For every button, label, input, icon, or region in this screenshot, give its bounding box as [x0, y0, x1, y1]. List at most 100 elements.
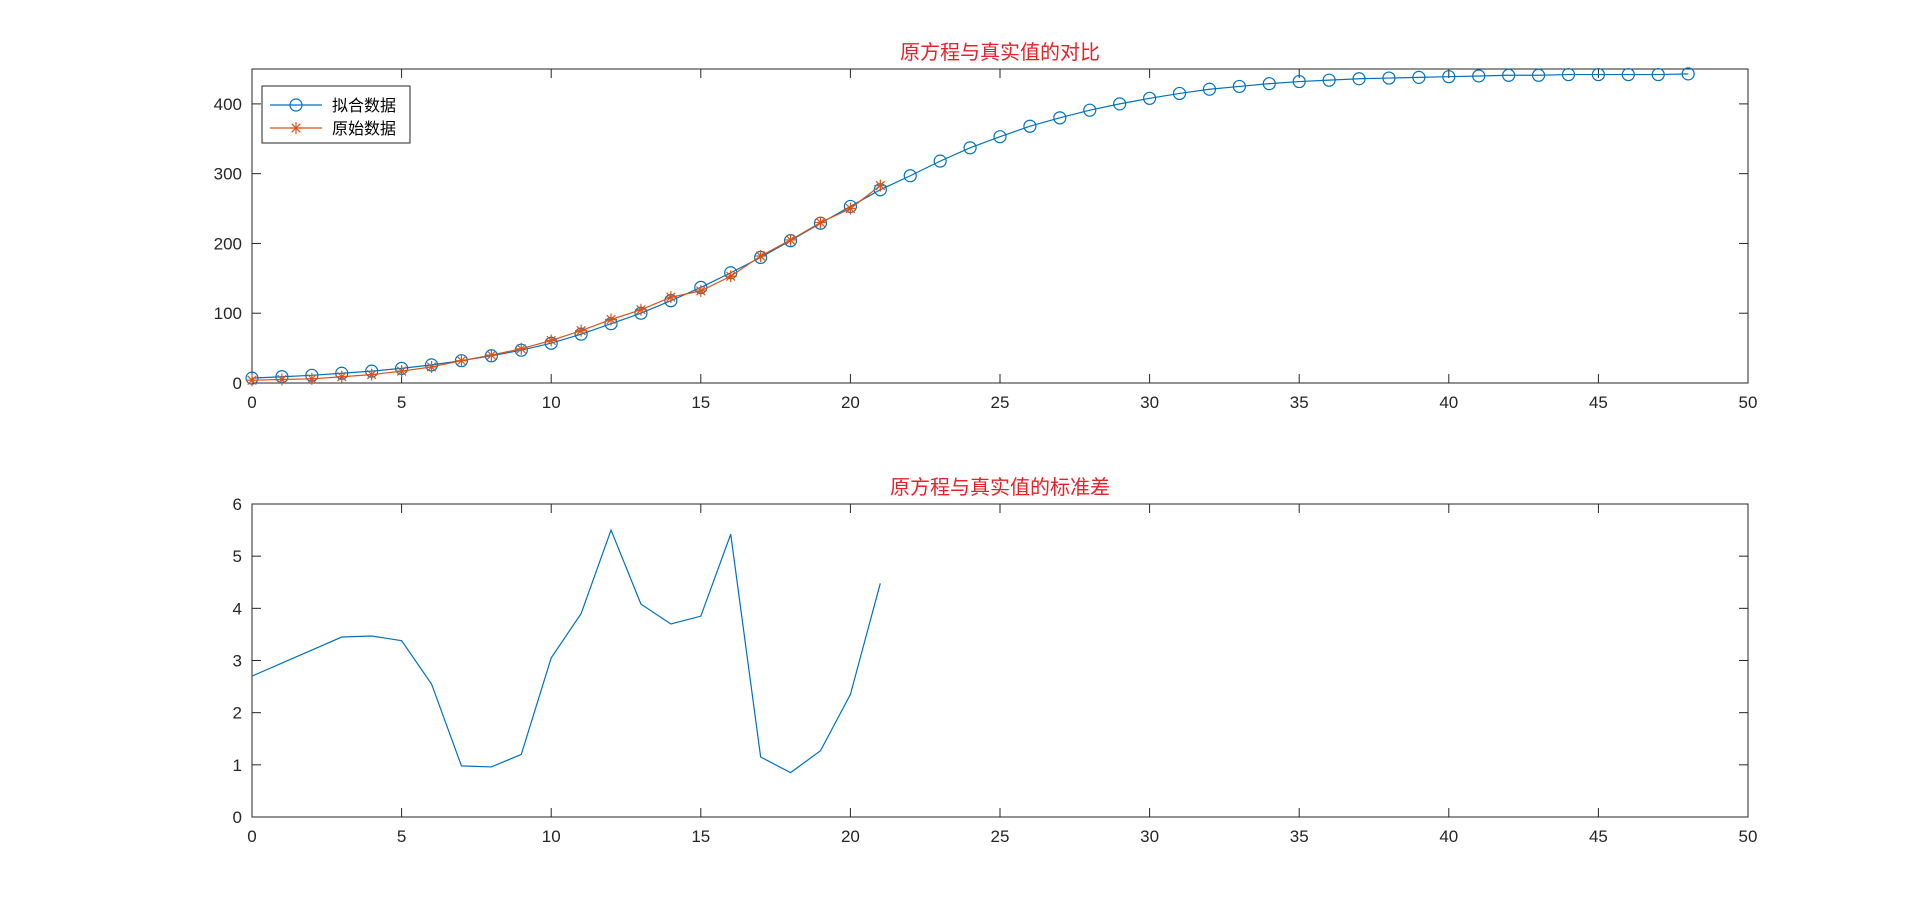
orig-point: [844, 202, 857, 215]
std-xtick-label: 35: [1290, 827, 1309, 846]
legend-orig-label: 原始数据: [332, 119, 396, 138]
fit-point: [1292, 74, 1306, 89]
std-series-0-line: [251, 528, 881, 774]
std-ytick-label: 0: [233, 808, 242, 827]
orig-point: [694, 284, 707, 297]
legend-fit-label: 拟合数据: [332, 96, 396, 115]
fit-point: [1113, 97, 1127, 111]
orig-point: [605, 313, 618, 326]
cmp-axes-box: [251, 68, 1749, 384]
fit-point: [1352, 72, 1366, 86]
comparison-subplot: 原方程与真实值的对比 0 5 10 15 20 25 30 35 40 45 50 0 100 200 30…: [214, 40, 1758, 412]
std-ytick-label: 2: [233, 704, 242, 723]
cmp-ytick-label: 400: [214, 95, 242, 114]
fit-point: [903, 169, 917, 183]
fit-point: [1621, 67, 1635, 82]
fit-point: [1531, 68, 1546, 82]
comparison-title: 原方程与真实值的对比: [900, 40, 1100, 64]
fit-point: [1232, 79, 1246, 94]
fit-point: [933, 154, 947, 168]
cmp-xtick-label: 10: [542, 393, 561, 412]
std-ytick-label: 6: [233, 495, 242, 514]
cmp-xtick-label: 50: [1739, 393, 1758, 412]
fit-point: [1262, 77, 1276, 91]
orig-point: [515, 342, 528, 355]
fit-point: [1681, 67, 1695, 81]
std-axes-box: [251, 503, 1749, 818]
std-xtick-label: 30: [1140, 827, 1159, 846]
std-ytick-label: 1: [233, 756, 242, 775]
legend-orig-marker: [290, 122, 302, 134]
std-xtick-label: 5: [397, 827, 406, 846]
fit-point: [993, 130, 1007, 144]
cmp-xtick-label: 0: [247, 393, 256, 412]
fit-point: [1172, 86, 1187, 101]
std-xtick-label: 0: [247, 827, 256, 846]
orig-point: [395, 365, 408, 378]
legend-box: [261, 85, 411, 144]
fit-point: [1412, 70, 1426, 84]
cmp-ytick-label: 0: [233, 374, 242, 393]
orig-point: [664, 291, 677, 304]
fit-point: [1142, 91, 1157, 105]
orig-point: [305, 372, 318, 385]
orig-point: [485, 349, 498, 362]
orig-point: [455, 354, 468, 367]
fit-point: [1202, 82, 1217, 96]
cmp-ytick-label: 100: [214, 304, 242, 323]
orig-point: [575, 324, 588, 337]
fit-point: [1472, 69, 1486, 83]
fit-point: [1442, 70, 1456, 84]
comparison-plot-area: 0 5 10 15 20 25 30 35 40 45 50 0 100 200 300 400: [214, 67, 1758, 412]
legend: 拟合数据 原始数据: [261, 85, 411, 144]
fit-point: [963, 141, 977, 155]
orig-point: [784, 233, 797, 246]
fit-point: [1322, 73, 1336, 87]
fit-point: [1502, 68, 1516, 82]
std-xtick-label: 15: [691, 827, 710, 846]
cmp-xtick-label: 20: [841, 393, 860, 412]
fit-point: [1651, 67, 1665, 82]
orig-point: [814, 216, 827, 229]
orig-point: [634, 303, 647, 316]
cmp-xtick-label: 15: [691, 393, 710, 412]
legend-orig-star: [290, 122, 302, 134]
legend-fit-marker: [289, 98, 303, 112]
std-xtick-label: 45: [1589, 827, 1608, 846]
std-xtick-label: 20: [841, 827, 860, 846]
orig-point: [754, 250, 767, 263]
std-xtick-label: 40: [1439, 827, 1458, 846]
cmp-xtick-label: 5: [397, 393, 406, 412]
std-title: 原方程与真实值的标准差: [890, 475, 1110, 499]
std-xtick-label: 50: [1739, 827, 1758, 846]
cmp-ytick-label: 300: [214, 165, 242, 184]
std-ytick-label: 3: [233, 652, 242, 671]
std-ytick-label: 4: [233, 599, 242, 618]
orig-point: [724, 270, 737, 283]
cmp-ytick-label: 200: [214, 234, 242, 253]
fit-point: [1382, 71, 1396, 85]
orig-point: [335, 370, 348, 383]
cmp-series-1-line: [251, 185, 881, 381]
fit-point: [1591, 67, 1606, 82]
orig-point: [275, 373, 288, 386]
std-xtick-label: 25: [991, 827, 1010, 846]
cmp-xtick-label: 35: [1290, 393, 1309, 412]
cmp-xtick-label: 25: [991, 393, 1010, 412]
orig-point: [874, 179, 887, 192]
std-xtick-label: 10: [542, 827, 561, 846]
orig-point: [246, 374, 258, 387]
cmp-series-0-line: [251, 73, 1689, 379]
std-ytick-label: 5: [233, 547, 242, 566]
orig-point: [425, 360, 438, 373]
orig-point: [545, 334, 558, 347]
fit-point: [1083, 103, 1097, 117]
cmp-xtick-label: 45: [1589, 393, 1608, 412]
fit-point: [1561, 67, 1576, 82]
fit-point: [1053, 111, 1067, 125]
cmp-xtick-label: 40: [1439, 393, 1458, 412]
orig-point: [365, 368, 378, 381]
